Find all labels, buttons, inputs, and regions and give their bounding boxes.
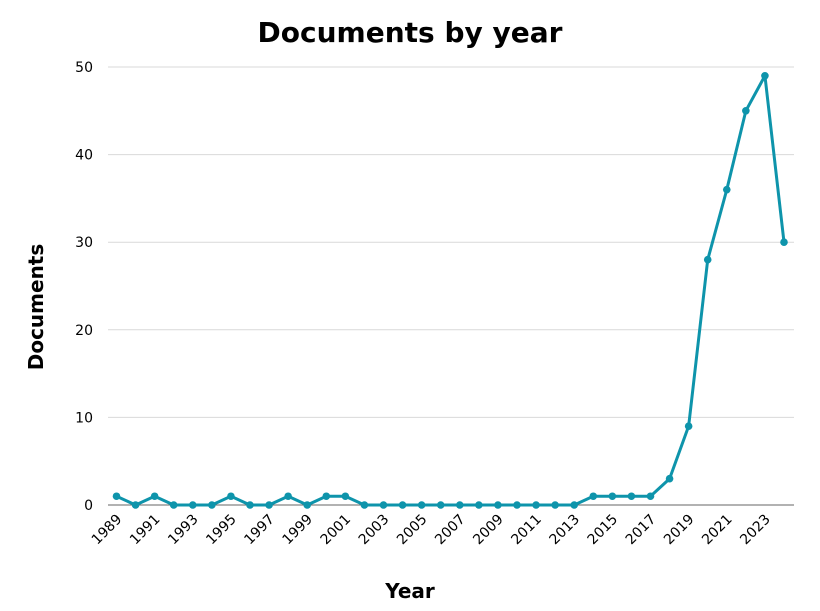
data-point [208, 501, 216, 509]
data-point [608, 492, 617, 501]
x-tick-label: 2021 [699, 512, 736, 549]
y-tick-label: 20 [75, 323, 93, 339]
data-point [150, 492, 159, 501]
y-tick-label: 40 [75, 148, 93, 164]
data-point [436, 501, 445, 509]
gridlines [108, 66, 794, 506]
data-point [589, 492, 598, 501]
x-tick-label: 2005 [394, 512, 431, 549]
data-point [513, 501, 521, 509]
data-point [341, 492, 350, 501]
x-tick-label: 2007 [432, 512, 469, 549]
data-point [417, 501, 426, 509]
data-point [551, 501, 559, 509]
data-point [646, 492, 655, 501]
data-point [684, 422, 693, 430]
data-point [284, 492, 292, 501]
data-point [703, 255, 712, 264]
data-point [360, 501, 369, 509]
data-point [761, 71, 769, 80]
data-point [379, 501, 388, 509]
data-point [627, 492, 636, 501]
data-point [303, 501, 312, 509]
data-point [742, 107, 750, 115]
data-point [398, 501, 407, 509]
data-point [112, 492, 121, 501]
x-tick-label: 2023 [737, 512, 774, 549]
data-point [532, 501, 540, 509]
x-tick-label: 2015 [585, 512, 622, 549]
data-point [780, 238, 788, 246]
series-group [112, 71, 788, 509]
data-point [246, 501, 254, 509]
x-tick-label: 1995 [203, 512, 240, 549]
data-point [227, 492, 235, 501]
data-point [475, 501, 483, 509]
x-tick-label: 2003 [356, 512, 393, 549]
y-tick-label: 0 [84, 498, 93, 514]
data-point [265, 501, 273, 509]
x-tick-label: 2013 [547, 512, 584, 549]
data-point [322, 492, 331, 501]
x-tick-label: 1989 [89, 512, 126, 549]
x-axis-ticks: 1989 1991 1993 1995 1997 1999 2001 2003 2005 2007… [89, 512, 774, 549]
data-point [188, 501, 197, 509]
y-axis-title: Documents [24, 244, 48, 371]
y-tick-label: 30 [75, 235, 93, 251]
data-point [131, 501, 140, 509]
data-point [169, 501, 178, 509]
data-point [570, 501, 579, 509]
x-axis-title: Year [384, 579, 435, 603]
x-tick-label: 2011 [508, 512, 545, 549]
series-line [115, 74, 786, 507]
data-point [455, 501, 464, 509]
x-tick-label: 2001 [318, 512, 355, 549]
x-tick-label: 2017 [623, 512, 660, 549]
x-tick-label: 2019 [661, 512, 698, 549]
data-point [494, 501, 502, 509]
x-tick-label: 1997 [241, 512, 278, 549]
y-axis-ticks: 0 10 20 30 40 50 [75, 60, 93, 514]
data-point [665, 474, 674, 483]
y-tick-label: 10 [75, 410, 93, 426]
x-tick-label: 1991 [127, 512, 164, 549]
x-tick-label: 2009 [470, 512, 507, 549]
chart-title: Documents by year [258, 16, 563, 49]
x-tick-label: 1993 [165, 512, 202, 549]
x-tick-label: 1999 [280, 512, 317, 549]
data-point [722, 185, 731, 194]
y-tick-label: 50 [75, 60, 93, 76]
